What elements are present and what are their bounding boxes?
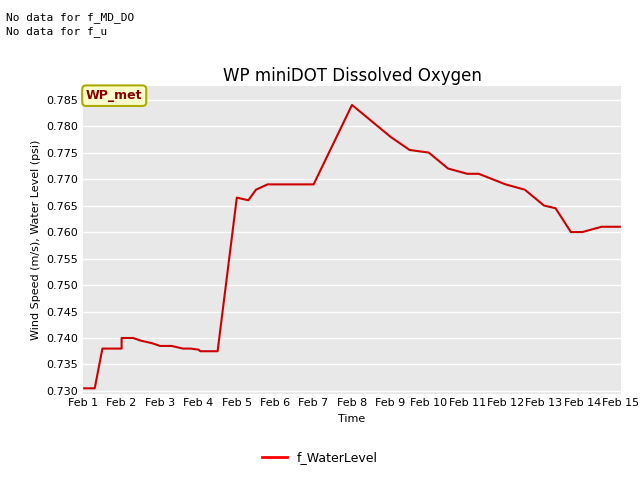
Text: WP_met: WP_met — [86, 89, 143, 102]
Text: No data for f_MD_DO: No data for f_MD_DO — [6, 12, 134, 23]
Title: WP miniDOT Dissolved Oxygen: WP miniDOT Dissolved Oxygen — [223, 67, 481, 85]
Text: No data for f_u: No data for f_u — [6, 26, 108, 37]
Y-axis label: Wind Speed (m/s), Water Level (psi): Wind Speed (m/s), Water Level (psi) — [31, 140, 41, 340]
Legend: f_WaterLevel: f_WaterLevel — [257, 446, 383, 469]
X-axis label: Time: Time — [339, 414, 365, 424]
